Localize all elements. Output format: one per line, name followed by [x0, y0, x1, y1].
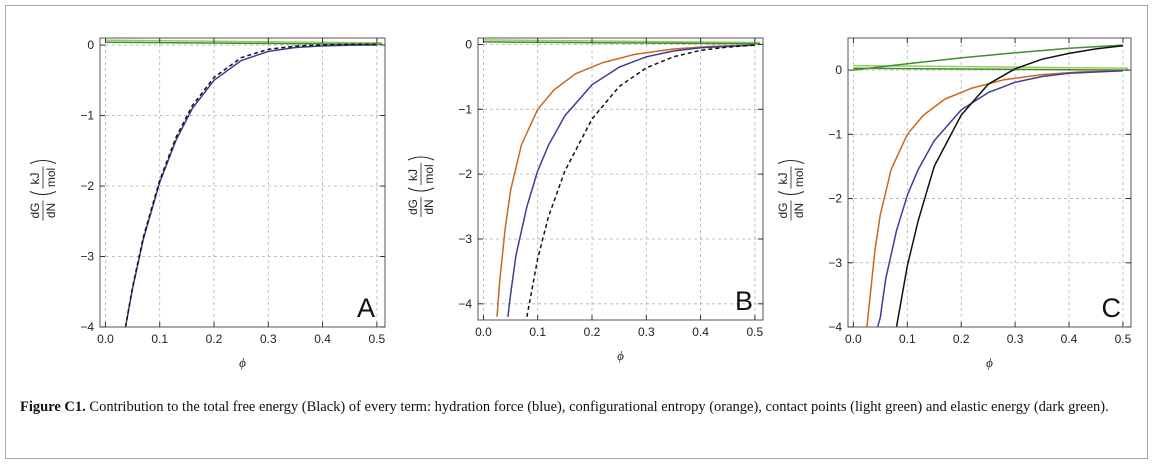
y-tick-label: −3: [458, 232, 472, 246]
y-axis-label: dG dN kJ mol: [776, 160, 806, 221]
series-line-elastic: [853, 44, 1123, 71]
y-tick-label: −1: [458, 102, 472, 116]
figure-frame: [5, 5, 1148, 459]
y-label-denominator: dN: [44, 203, 58, 218]
y-tick-label: −4: [828, 320, 842, 334]
y-tick-label: 0: [465, 37, 472, 51]
y-tick-label: −3: [828, 256, 842, 270]
y-tick-label: −4: [458, 297, 472, 311]
series-line-elastic: [105, 41, 383, 46]
x-tick-label: 0.2: [584, 325, 601, 339]
series-line-hydration: [124, 44, 377, 327]
series-line-hydration: [876, 70, 1123, 327]
series-line-contact: [105, 39, 383, 44]
y-tick-label: 0: [87, 38, 94, 52]
series-line-total: [124, 43, 377, 327]
series-line-contact: [853, 64, 1129, 69]
y-label-unit-bottom: mol: [792, 168, 806, 187]
series-line-entropy: [866, 70, 1123, 327]
y-tick-label: −1: [80, 109, 94, 123]
x-tick-label: 0.3: [1007, 332, 1024, 346]
y-tick-label: −1: [828, 127, 842, 141]
figure-label: Figure C1.: [20, 399, 86, 415]
plot-frame: [99, 37, 386, 328]
y-axis-label: dG dN kJ mol: [406, 156, 436, 217]
x-tick-label: 0.0: [845, 332, 862, 346]
series-line-hydration: [507, 44, 755, 317]
x-tick-label: 0.5: [369, 332, 386, 346]
y-label-numerator: dG: [776, 202, 790, 218]
plot-frame: [847, 37, 1132, 328]
panel-letter: B: [735, 286, 753, 316]
series-line-contact: [483, 39, 761, 44]
x-tick-label: 0.1: [151, 332, 168, 346]
x-tick-label: 0.5: [1115, 332, 1132, 346]
x-axis-label: ϕ: [617, 348, 624, 363]
x-axis-label: ϕ: [239, 355, 246, 370]
y-label-unit-bottom: mol: [422, 164, 436, 183]
series-line-elastic: [853, 67, 1129, 71]
chart-panel-b: 0.0 0.1 0.2 0.3 0.4 0.5 0 −1 −2 −3 −4 ϕ dG dN kJ mol B: [406, 37, 764, 363]
series-group: [483, 39, 761, 317]
y-label-paren-right: [407, 156, 435, 161]
x-tick-label: 0.1: [899, 332, 916, 346]
y-label-unit-top: kJ: [776, 173, 790, 185]
series-line-total: [526, 44, 755, 317]
y-label-unit-bottom: mol: [44, 168, 58, 187]
panel-letter: C: [1102, 293, 1122, 323]
x-tick-label: 0.1: [529, 325, 546, 339]
x-tick-label: 0.0: [475, 325, 492, 339]
y-tick-label: −2: [80, 179, 94, 193]
panel-letter: A: [357, 293, 375, 323]
x-tick-label: 0.0: [97, 332, 114, 346]
chart-panel-c: 0.0 0.1 0.2 0.3 0.4 0.5 0 −1 −2 −3 −4 ϕ dG dN kJ mol C: [776, 37, 1132, 370]
x-tick-label: 0.3: [260, 332, 277, 346]
x-tick-label: 0.4: [314, 332, 331, 346]
x-tick-label: 0.4: [1061, 332, 1078, 346]
y-label-denominator: dN: [792, 203, 806, 218]
series-line-entropy: [496, 44, 755, 317]
figure-caption: Figure C1. Contribution to the total fre…: [20, 398, 1130, 417]
series-group: [105, 39, 383, 327]
y-label-paren-left: [29, 191, 57, 195]
series-group: [853, 44, 1129, 327]
y-label-numerator: dG: [28, 202, 42, 218]
y-label-paren-left: [777, 191, 805, 195]
x-axis-label: ϕ: [986, 355, 993, 370]
y-label-unit-top: kJ: [28, 173, 42, 185]
x-tick-label: 0.5: [747, 325, 764, 339]
y-label-paren-right: [777, 160, 805, 164]
x-tick-label: 0.4: [692, 325, 709, 339]
y-tick-label: 0: [835, 63, 842, 77]
y-tick-label: −4: [80, 320, 94, 334]
series-line-total: [895, 44, 1123, 327]
y-tick-label: −3: [80, 250, 94, 264]
x-tick-label: 0.2: [953, 332, 970, 346]
x-tick-label: 0.2: [206, 332, 223, 346]
y-label-denominator: dN: [422, 199, 436, 214]
plot-frame: [477, 37, 764, 321]
y-label-numerator: dG: [406, 199, 420, 215]
y-tick-label: −2: [828, 192, 842, 206]
y-label-unit-top: kJ: [406, 169, 420, 181]
y-tick-label: −2: [458, 167, 472, 181]
chart-panel-a: 0.0 0.1 0.2 0.3 0.4 0.5 0 −1 −2 −3 −4 ϕ dG dN kJ mol A: [28, 37, 386, 370]
y-label-paren-left: [407, 187, 435, 192]
y-label-paren-right: [29, 160, 57, 164]
series-line-elastic: [483, 41, 761, 45]
caption-text: Contribution to the total free energy (B…: [89, 399, 1109, 415]
y-axis-label: dG dN kJ mol: [28, 160, 58, 221]
x-tick-label: 0.3: [638, 325, 655, 339]
